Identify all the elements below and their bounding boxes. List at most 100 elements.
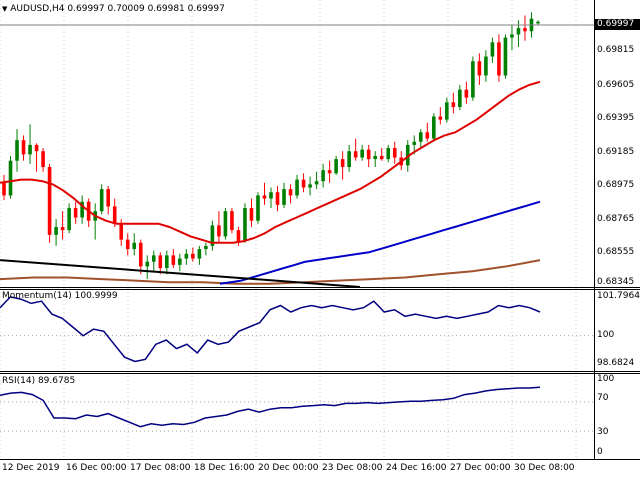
candle[interactable] (119, 223, 124, 240)
candle[interactable] (112, 206, 117, 224)
candle[interactable] (2, 182, 6, 196)
candle[interactable] (132, 242, 137, 250)
candle[interactable] (47, 167, 52, 235)
candle[interactable] (340, 159, 345, 167)
candle[interactable] (366, 149, 371, 160)
candle[interactable] (158, 255, 163, 269)
candle[interactable] (204, 245, 208, 250)
candle[interactable] (438, 116, 443, 120)
rsi-line[interactable] (0, 386, 541, 428)
time-axis-label: 23 Dec 08:00 (322, 463, 383, 473)
candle[interactable] (60, 226, 65, 231)
candle[interactable] (145, 261, 150, 267)
rsi-title: RSI(14) 89.6785 (2, 376, 76, 386)
candle[interactable] (510, 34, 514, 38)
rsi-axis-label: 30 (597, 427, 609, 437)
sma-mid-line (219, 200, 541, 285)
candle[interactable] (165, 255, 169, 269)
candle[interactable] (210, 225, 215, 246)
candle[interactable] (353, 151, 358, 158)
candle[interactable] (34, 144, 39, 152)
symbol-label: AUDUSD,H4 (10, 4, 65, 14)
candle[interactable] (379, 155, 384, 160)
candle[interactable] (171, 255, 176, 265)
candle[interactable] (28, 144, 32, 155)
chart-grid (0, 0, 577, 458)
candle[interactable] (223, 211, 228, 237)
candle[interactable] (288, 189, 293, 196)
triangle-down-icon[interactable]: ▼ (2, 5, 8, 13)
candle[interactable] (523, 28, 527, 32)
candle[interactable] (503, 37, 508, 76)
rsi-axis-label: 100 (597, 374, 615, 384)
candle[interactable] (54, 226, 58, 235)
candle[interactable] (197, 249, 202, 259)
candle[interactable] (418, 132, 423, 142)
candle[interactable] (471, 61, 475, 98)
candle[interactable] (308, 184, 312, 188)
candle[interactable] (314, 181, 319, 185)
candle[interactable] (490, 42, 495, 57)
candle[interactable] (282, 189, 286, 205)
candle[interactable] (295, 179, 299, 196)
momentum-axis-label: 101.7964 (597, 291, 640, 301)
candle[interactable] (217, 225, 221, 237)
candle[interactable] (256, 195, 260, 221)
candle[interactable] (425, 132, 430, 139)
trend-line[interactable] (0, 259, 361, 288)
price-axis-label: 0.68555 (597, 247, 635, 257)
time-axis-label: 27 Dec 00:00 (450, 463, 511, 473)
candle[interactable] (432, 116, 436, 139)
rsi-panel[interactable] (0, 386, 594, 432)
candle[interactable] (445, 102, 449, 120)
candle[interactable] (392, 148, 397, 158)
candle[interactable] (184, 253, 189, 259)
candle[interactable] (497, 42, 501, 76)
candle[interactable] (67, 208, 71, 231)
candle[interactable] (80, 201, 84, 218)
candle[interactable] (269, 192, 273, 199)
momentum-panel[interactable] (0, 296, 594, 363)
price-panel[interactable] (0, 12, 594, 288)
candle[interactable] (301, 179, 306, 188)
candle[interactable] (73, 208, 78, 218)
candle[interactable] (373, 155, 377, 160)
candle[interactable] (262, 195, 267, 199)
candle[interactable] (41, 151, 45, 167)
candle[interactable] (458, 89, 462, 108)
candle[interactable] (106, 189, 110, 207)
candle[interactable] (477, 61, 482, 76)
candle[interactable] (327, 170, 332, 174)
candle[interactable] (236, 230, 241, 242)
candle[interactable] (451, 102, 456, 108)
candle[interactable] (516, 28, 521, 35)
candle[interactable] (360, 149, 364, 158)
candle[interactable] (321, 170, 325, 182)
candle[interactable] (412, 141, 417, 145)
candle[interactable] (125, 239, 130, 250)
candle[interactable] (275, 192, 280, 205)
time-axis-label: 12 Dec 2019 (2, 463, 60, 473)
candle[interactable] (99, 189, 104, 212)
candle[interactable] (386, 148, 391, 160)
panel-frames (0, 0, 640, 460)
candle[interactable] (405, 144, 410, 166)
candle[interactable] (249, 208, 254, 221)
rsi-axis-label: 0 (597, 447, 603, 457)
candle[interactable] (347, 151, 351, 167)
candle[interactable] (15, 140, 19, 161)
candle[interactable] (243, 208, 247, 242)
momentum-line[interactable] (0, 296, 541, 363)
candle[interactable] (464, 89, 469, 98)
candle[interactable] (178, 258, 182, 265)
candle[interactable] (21, 140, 26, 155)
candle[interactable] (230, 211, 234, 231)
candle[interactable] (138, 242, 143, 267)
candle[interactable] (536, 21, 540, 24)
candle[interactable] (151, 255, 156, 262)
candle[interactable] (334, 159, 338, 174)
candle[interactable] (191, 253, 195, 259)
candle[interactable] (484, 56, 488, 76)
candle[interactable] (8, 160, 13, 196)
